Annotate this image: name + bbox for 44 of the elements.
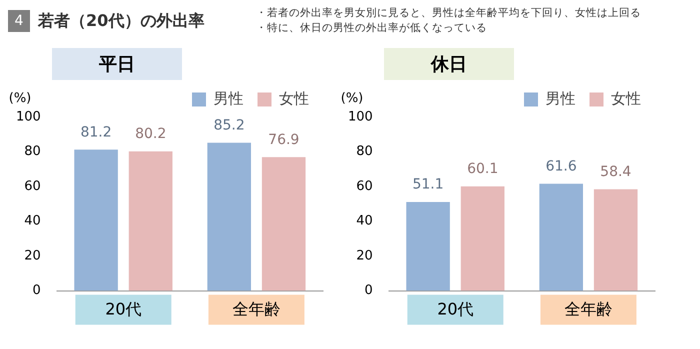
y-tick-label: 0 <box>364 283 373 298</box>
text: 若者（20代）の外出率 <box>38 11 204 32</box>
y-tick-label: 20 <box>24 248 41 264</box>
x-tick-label: 全年齢 <box>232 300 280 319</box>
bar <box>74 150 118 291</box>
y-tick-label: 40 <box>356 214 373 229</box>
bar <box>262 157 306 291</box>
data-label: 61.6 <box>546 158 577 174</box>
data-label: 60.1 <box>467 160 498 177</box>
data-label: 58.4 <box>600 164 632 180</box>
data-label: 76.9 <box>268 132 300 148</box>
bar <box>406 202 450 291</box>
x-tick-label: 20代 <box>105 300 142 319</box>
y-tick-label: 100 <box>348 109 373 124</box>
y-tick-label: 80 <box>24 144 41 160</box>
text: ・若者の外出率を男女別に見ると、男性は全年齢平均を下回り、女性は上回る <box>256 6 641 21</box>
x-tick-label: 20代 <box>437 300 474 319</box>
y-tick-label: 100 <box>16 109 41 124</box>
bar <box>128 151 172 291</box>
chart-title: 休日 <box>384 48 514 80</box>
y-tick-label: 40 <box>24 214 41 229</box>
legend-label: 男性 <box>214 89 244 108</box>
chart-title: 平日 <box>52 48 182 80</box>
y-tick-label: 80 <box>356 144 373 160</box>
bar <box>460 186 504 291</box>
bar <box>539 184 583 291</box>
data-label: 51.1 <box>412 176 444 193</box>
legend-label: 女性 <box>611 89 641 108</box>
legend-label: 男性 <box>546 89 576 108</box>
y-tick-label: 60 <box>24 178 41 194</box>
legend-label: 女性 <box>279 89 309 108</box>
data-label: 80.2 <box>135 126 166 142</box>
y-tick-label: 20 <box>356 248 373 264</box>
bar <box>207 142 251 291</box>
y-tick-label: 0 <box>32 283 41 298</box>
x-tick-label: 全年齢 <box>564 300 612 319</box>
data-label: 85.2 <box>214 117 245 134</box>
y-axis-title: (%) <box>8 90 32 106</box>
y-axis-title: (%) <box>340 90 364 106</box>
text: 4 <box>8 10 30 32</box>
data-label: 81.2 <box>80 124 112 140</box>
text: ・特に、休日の男性の外出率が低くなっている <box>256 21 488 36</box>
y-tick-label: 60 <box>356 178 373 194</box>
bar <box>594 189 638 291</box>
